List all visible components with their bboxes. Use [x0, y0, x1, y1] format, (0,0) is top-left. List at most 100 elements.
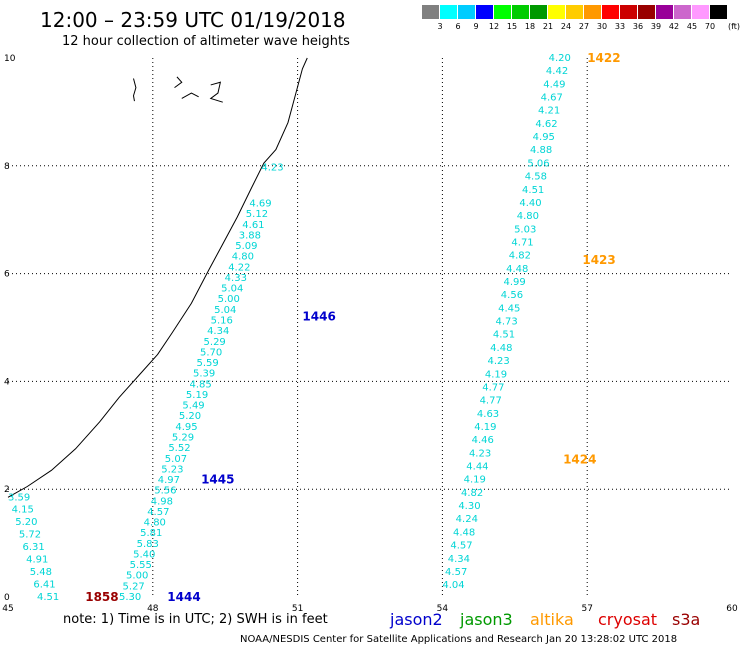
wave-height-label: 6.31 [22, 542, 44, 553]
wave-height-label: 4.95 [533, 132, 555, 143]
wave-height-label: 5.04 [214, 305, 236, 316]
wave-height-label: 5.23 [161, 464, 183, 475]
wave-height-label: 5.81 [140, 528, 162, 539]
wave-height-label: 4.24 [456, 514, 478, 525]
wave-height-label: 4.21 [538, 106, 560, 117]
wave-height-label: 4.97 [158, 475, 180, 486]
wave-height-label: 4.77 [480, 396, 502, 407]
wave-height-label: 4.44 [466, 462, 488, 473]
color-swatch [710, 5, 728, 19]
wave-height-label: 5.20 [179, 411, 201, 422]
wave-height-label: 4.22 [228, 262, 250, 273]
color-scale-tick: 24 [560, 22, 572, 31]
wave-height-label: 4.23 [469, 448, 491, 459]
wave-height-label: 4.99 [503, 277, 525, 288]
color-swatch [494, 5, 512, 19]
wave-height-label: 4.73 [495, 317, 517, 328]
wave-height-label: 5.40 [133, 549, 155, 560]
color-swatch [530, 5, 548, 19]
wave-height-label: 4.40 [519, 198, 541, 209]
wave-height-label: 4.34 [448, 554, 470, 565]
wave-height-label: 4.30 [458, 501, 480, 512]
color-swatch [458, 5, 476, 19]
pass-time-label: 1422 [587, 51, 620, 65]
wave-height-label: 4.95 [175, 422, 197, 433]
wave-height-label: 5.29 [204, 337, 226, 348]
island-outline [181, 92, 199, 99]
wave-height-label: 4.19 [474, 422, 496, 433]
y-tick-label: 6 [4, 270, 10, 280]
wave-height-label: 4.04 [442, 580, 464, 591]
color-scale-tick: 15 [506, 22, 518, 31]
wave-height-label: 5.59 [197, 358, 219, 369]
color-scale-tick: 27 [578, 22, 590, 31]
color-swatch [638, 5, 656, 19]
color-swatch [422, 5, 440, 19]
y-tick-label: 10 [4, 54, 16, 64]
wave-height-label: 5.72 [19, 530, 41, 541]
color-scale-tick: 30 [596, 22, 608, 31]
wave-height-label: 4.80 [232, 252, 254, 263]
color-swatch [692, 5, 710, 19]
color-swatch [440, 5, 458, 19]
wave-height-label: 5.55 [130, 560, 152, 571]
color-swatch [476, 5, 494, 19]
x-tick-label: 57 [581, 604, 592, 614]
wave-height-label: 5.12 [246, 209, 268, 220]
x-tick-label: 54 [437, 604, 449, 614]
wave-height-label: 5.06 [527, 158, 549, 169]
page-subtitle: 12 hour collection of altimeter wave hei… [62, 34, 350, 49]
color-scale-tick: 45 [686, 22, 698, 31]
wave-height-label: 4.98 [151, 496, 173, 507]
satellite-jason2: jason2 [390, 610, 443, 629]
color-scale-tick: 6 [455, 22, 461, 31]
pass-time-label: 1446 [302, 310, 335, 324]
wave-height-label: 4.51 [37, 592, 59, 603]
wave-height-label: 4.23 [261, 162, 283, 173]
wave-height-label: 5.29 [172, 432, 194, 443]
wave-height-label: 5.09 [235, 241, 257, 252]
wave-height-label: 4.88 [530, 145, 552, 156]
wave-height-label: 5.00 [218, 294, 240, 305]
wave-height-label: 4.67 [541, 93, 563, 104]
wave-height-label: 5.03 [514, 224, 536, 235]
color-scale-tick: 33 [614, 22, 626, 31]
wave-height-label: 5.30 [119, 592, 141, 603]
wave-height-label: 4.34 [207, 326, 229, 337]
wave-height-label: 4.45 [498, 303, 520, 314]
wave-height-label: 4.56 [501, 290, 523, 301]
color-scale-tick: 42 [668, 22, 680, 31]
wave-height-label: 4.48 [490, 343, 512, 354]
wave-height-label: 4.80 [517, 211, 539, 222]
wave-height-label: 5.83 [137, 539, 159, 550]
y-tick-label: 0 [4, 593, 10, 603]
wave-height-label: 4.51 [522, 185, 544, 196]
wave-height-label: 4.58 [525, 172, 547, 183]
wave-height-label: 4.57 [450, 541, 472, 552]
color-scale-tick: 3 [437, 22, 443, 31]
wave-height-label: 4.63 [477, 409, 499, 420]
wave-height-label: 4.49 [543, 79, 565, 90]
color-swatch [620, 5, 638, 19]
wave-height-label: 4.20 [549, 53, 571, 64]
wave-height-label: 4.91 [26, 555, 48, 566]
pass-time-label: 1858 [85, 590, 118, 604]
y-tick-label: 8 [4, 162, 10, 172]
pass-time-label: 1445 [201, 472, 234, 486]
island-outline [174, 76, 183, 89]
wave-height-label: 5.52 [168, 443, 190, 454]
note-text: note: 1) Time is in UTC; 2) SWH is in fe… [63, 612, 328, 627]
color-swatch [566, 5, 584, 19]
wave-height-label: 4.71 [511, 237, 533, 248]
x-tick-label: 45 [2, 604, 13, 614]
wave-height-label: 5.48 [30, 567, 52, 578]
color-scale-tick: 70 [704, 22, 716, 31]
wave-height-label: 4.33 [225, 273, 247, 284]
wave-height-label: 4.15 [12, 505, 34, 516]
satellite-jason3: jason3 [460, 610, 513, 629]
wave-height-label: 4.61 [242, 220, 264, 231]
wave-height-label: 5.16 [211, 316, 233, 327]
wave-height-label: 4.48 [506, 264, 528, 275]
wave-height-label: 6.41 [33, 580, 55, 591]
